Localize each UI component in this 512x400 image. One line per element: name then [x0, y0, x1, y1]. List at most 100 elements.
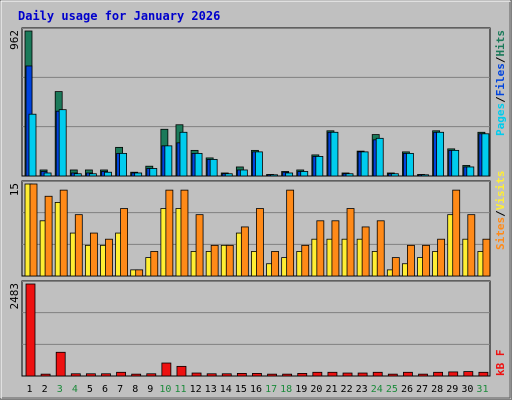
bar-pages-day-14: [224, 173, 233, 177]
bar-sites-day-17: [271, 251, 279, 277]
bar-kbytes-day-1: [25, 283, 36, 377]
bar-sites-day-1: [29, 183, 38, 277]
x-tick-label-day-9: 9: [147, 384, 153, 395]
x-tick-label-day-29: 29: [446, 384, 458, 395]
bar-pages-day-7: [119, 152, 127, 177]
bar-sites-day-13: [210, 244, 219, 277]
y-max-label-2: 15: [8, 183, 21, 196]
x-tick-label-day-6: 6: [102, 384, 108, 395]
bar-kbytes-day-23: [357, 372, 368, 377]
x-tick-label-day-13: 13: [205, 384, 217, 395]
x-tick-label-day-15: 15: [235, 384, 247, 395]
x-tick-label-day-18: 18: [280, 384, 292, 395]
bar-pages-day-12: [194, 152, 203, 177]
x-tick-label-day-11: 11: [174, 384, 186, 395]
bar-pages-day-10: [164, 145, 173, 177]
bar-sites-day-9: [150, 251, 159, 277]
bar-sites-day-27: [422, 244, 430, 277]
x-tick-label-day-19: 19: [295, 384, 307, 395]
bar-sites-day-14: [225, 244, 234, 277]
bar-sites-day-26: [407, 244, 415, 277]
bar-kbytes-day-28: [433, 371, 444, 377]
bar-pages-day-18: [285, 172, 294, 177]
bar-pages-day-6: [104, 171, 112, 177]
bar-kbytes-day-11: [176, 365, 187, 377]
bar-sites-day-11: [180, 189, 189, 277]
bar-sites-day-20: [316, 220, 325, 277]
bar-pages-day-22: [345, 173, 354, 177]
bar-pages-day-30: [466, 166, 475, 177]
legend-kbytes-part-1: F: [494, 350, 507, 357]
bar-sites-day-5: [89, 232, 98, 277]
bar-pages-day-29: [451, 149, 460, 177]
bar-sites-day-30: [467, 214, 476, 277]
bar-sites-day-6: [105, 238, 113, 277]
bar-pages-day-5: [88, 173, 97, 177]
bar-pages-day-31: [481, 133, 490, 177]
bar-sites-day-18: [286, 189, 295, 277]
bar-kbytes-day-3: [55, 351, 66, 377]
bar-pages-day-26: [406, 152, 414, 177]
bar-pages-day-17: [270, 174, 278, 177]
bar-sites-day-24: [376, 220, 385, 277]
x-tick-label-day-5: 5: [87, 384, 93, 395]
bar-kbytes-day-30: [463, 371, 474, 377]
legend-pages-files-hits-part-4: Hits: [494, 30, 507, 57]
bar-kbytes-day-14: [221, 373, 232, 377]
chart-title: Daily usage for January 2026: [18, 9, 220, 23]
bar-sites-day-22: [346, 208, 355, 277]
bar-pages-day-23: [360, 151, 369, 177]
bar-kbytes-day-24: [372, 371, 383, 377]
x-tick-label-day-23: 23: [356, 384, 368, 395]
bar-kbytes-day-10: [161, 362, 172, 377]
bar-pages-day-2: [43, 172, 52, 177]
x-tick-label-day-28: 28: [431, 384, 443, 395]
bar-sites-day-29: [452, 189, 461, 277]
bar-sites-day-16: [256, 208, 264, 277]
legend-sites-visits-part-2: Visits: [494, 171, 507, 211]
legend-pages-files-hits-part-2: Files: [494, 63, 507, 96]
x-tick-label-day-17: 17: [265, 384, 277, 395]
bar-kbytes-day-13: [206, 373, 217, 377]
x-tick-label-day-14: 14: [220, 384, 232, 395]
bar-pages-day-24: [375, 137, 384, 177]
legend-sites-visits-part-0: Sites: [494, 217, 507, 250]
bar-pages-day-11: [179, 131, 188, 177]
legend-pages-files-hits-part-1: /: [494, 96, 507, 103]
bar-sites-day-31: [482, 238, 491, 277]
legend-pages-files-hits: Pages/Files/Hits: [494, 30, 507, 136]
bar-sites-day-7: [120, 208, 128, 277]
bar-kbytes-day-20: [312, 371, 323, 377]
y-max-label-1: 962: [8, 30, 21, 50]
x-tick-label-day-20: 20: [310, 384, 322, 395]
bar-sites-day-3: [59, 189, 68, 277]
legend-sites-visits: Sites/Visits: [494, 171, 507, 251]
bar-kbytes-day-2: [40, 373, 51, 377]
bar-kbytes-day-17: [267, 373, 277, 377]
bar-sites-day-15: [240, 226, 249, 277]
x-tick-label-day-16: 16: [250, 384, 262, 395]
x-tick-label-day-12: 12: [190, 384, 202, 395]
bar-kbytes-day-15: [236, 373, 247, 377]
bar-kbytes-day-6: [101, 373, 111, 377]
x-tick-label-day-21: 21: [325, 384, 337, 395]
bar-sites-day-25: [391, 257, 400, 277]
x-tick-label-day-30: 30: [461, 384, 473, 395]
bar-sites-day-10: [165, 189, 174, 277]
y-max-label-3: 2483: [8, 283, 21, 310]
bar-pages-day-8: [134, 172, 143, 177]
bar-pages-day-19: [300, 171, 309, 177]
bar-sites-day-2: [44, 195, 53, 277]
legend-pages-files-hits-part-3: /: [494, 56, 507, 63]
bar-kbytes-day-12: [191, 372, 202, 377]
bar-pages-day-16: [255, 151, 263, 177]
bar-sites-day-23: [361, 226, 370, 277]
bar-kbytes-day-8: [131, 373, 142, 377]
bar-pages-day-3: [58, 109, 67, 177]
bar-sites-day-12: [195, 214, 204, 277]
x-tick-label-day-24: 24: [371, 384, 383, 395]
bar-sites-day-21: [331, 220, 340, 277]
